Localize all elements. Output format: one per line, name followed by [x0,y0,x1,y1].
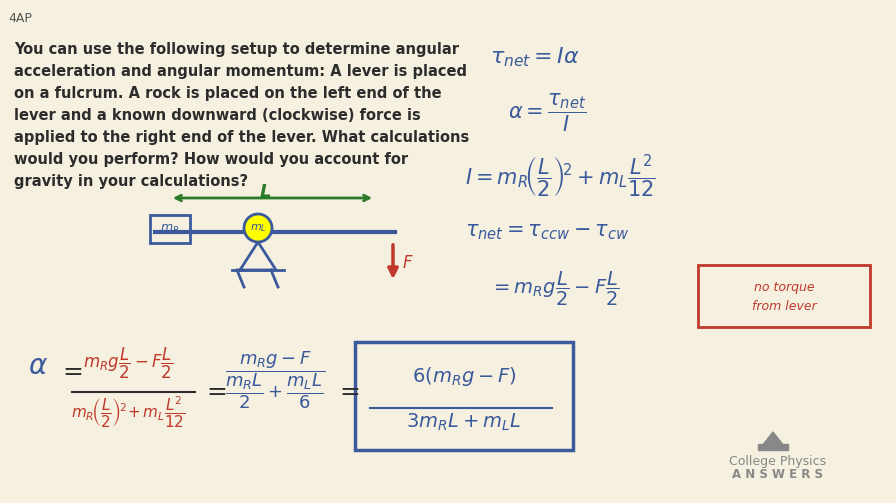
Text: You can use the following setup to determine angular: You can use the following setup to deter… [14,42,459,57]
Text: $3m_R L + m_L L$: $3m_R L + m_L L$ [407,412,521,433]
Text: A N S W E R S: A N S W E R S [733,468,823,481]
Text: $I = m_R\!\left(\dfrac{L}{2}\right)^{\!2} + m_L\dfrac{L^2}{12}$: $I = m_R\!\left(\dfrac{L}{2}\right)^{\!2… [465,152,656,200]
Text: on a fulcrum. A rock is placed on the left end of the: on a fulcrum. A rock is placed on the le… [14,86,442,101]
Text: no torque: no torque [754,282,814,294]
Circle shape [244,214,272,242]
Text: $m_L$: $m_L$ [250,222,266,234]
Text: $m_R\!\left(\dfrac{L}{2}\right)^{\!2}\! + m_L\dfrac{L^2}{12}$: $m_R\!\left(\dfrac{L}{2}\right)^{\!2}\! … [71,395,185,431]
Text: from lever: from lever [752,300,816,313]
Bar [150,215,190,243]
Polygon shape [240,242,276,270]
Text: College Physics: College Physics [729,455,827,468]
Text: L: L [259,183,271,201]
Text: F: F [403,254,413,272]
Text: $=$: $=$ [58,358,83,382]
Polygon shape [762,432,784,446]
Polygon shape [758,444,788,450]
Text: $\alpha$: $\alpha$ [28,352,47,380]
Text: would you perform? How would you account for: would you perform? How would you account… [14,152,408,167]
Text: applied to the right end of the lever. What calculations: applied to the right end of the lever. W… [14,130,470,145]
Text: $\tau_{net} = \tau_{ccw} - \tau_{cw}$: $\tau_{net} = \tau_{ccw} - \tau_{cw}$ [465,222,629,242]
Bar [355,342,573,450]
Text: $m_R$: $m_R$ [160,222,180,235]
Text: $=$: $=$ [202,378,227,402]
Text: lever and a known downward (clockwise) force is: lever and a known downward (clockwise) f… [14,108,421,123]
Text: $=$: $=$ [335,378,360,402]
Text: $m_R g\dfrac{L}{2} - F\dfrac{L}{2}$: $m_R g\dfrac{L}{2} - F\dfrac{L}{2}$ [82,346,173,381]
Text: 4AP: 4AP [8,12,32,25]
Text: gravity in your calculations?: gravity in your calculations? [14,174,248,189]
Text: acceleration and angular momentum: A lever is placed: acceleration and angular momentum: A lev… [14,64,467,79]
Text: $= m_R g\dfrac{L}{2} - F\dfrac{L}{2}$: $= m_R g\dfrac{L}{2} - F\dfrac{L}{2}$ [490,270,620,308]
Text: $\dfrac{m_R g - F}{\dfrac{m_R L}{2} + \dfrac{m_L L}{6}}$: $\dfrac{m_R g - F}{\dfrac{m_R L}{2} + \d… [225,350,325,411]
Text: $\alpha = \dfrac{\tau_{net}}{I}$: $\alpha = \dfrac{\tau_{net}}{I}$ [508,92,587,134]
Bar [698,265,870,327]
Text: $6(m_R g - F)$: $6(m_R g - F)$ [412,365,516,388]
Text: $\tau_{net} = I\alpha$: $\tau_{net} = I\alpha$ [490,45,580,68]
